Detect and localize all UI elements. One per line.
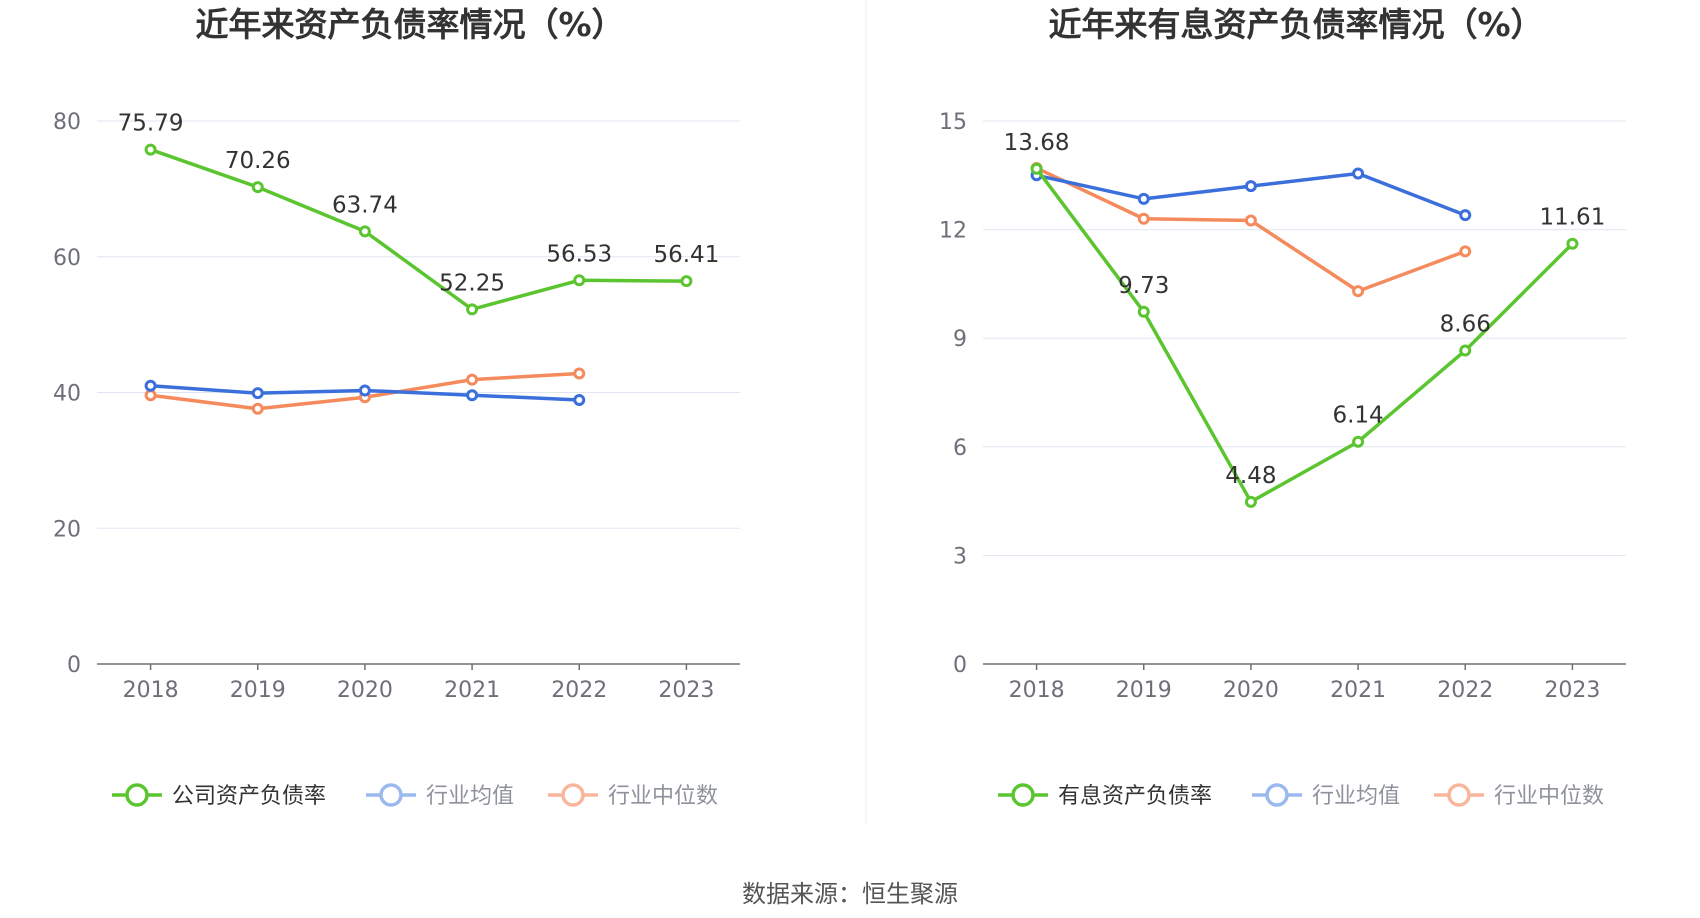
data-point [1137,192,1150,205]
y-tick-label: 80 [53,110,81,135]
data-label: 6.14 [1332,403,1383,429]
data-point [251,181,264,194]
y-tick-label: 0 [67,653,81,678]
x-tick-label: 2019 [230,678,286,703]
legend-item[interactable]: 行业均值 [366,783,514,809]
legend-item[interactable]: 有息资产负债率 [998,783,1212,809]
legend-label: 行业均值 [1312,784,1400,809]
series-line [1035,167,1574,504]
data-point [358,225,371,238]
y-tick-label: 3 [953,544,967,569]
x-tick-label: 2023 [1544,678,1600,703]
legend-item[interactable]: 公司资产负债率 [112,783,326,809]
legend-marker [1265,783,1289,807]
x-tick-label: 2020 [1223,678,1279,703]
legend-marker [379,783,403,807]
data-point [1459,344,1472,357]
x-tick-label: 2021 [444,678,500,703]
legend-marker [1011,783,1035,807]
x-tick-label: 2018 [123,678,179,703]
chart-debt-ratio: 近年来资产负债率情况（%） 0 20 40 60 80 2018 2019 2020 2021 20… [53,5,740,809]
y-tick-label: 12 [939,219,967,244]
data-point [144,379,157,392]
data-point [1244,214,1257,227]
data-point [573,367,586,380]
data-point [1030,162,1043,175]
data-label: 13.68 [1004,130,1070,156]
y-tick-label: 20 [53,517,81,542]
data-label: 63.74 [332,192,398,218]
y-tick-label: 60 [53,246,81,271]
x-tick-label: 2018 [1009,678,1065,703]
legend-label: 行业均值 [426,784,514,809]
data-point [251,402,264,415]
legend-marker [561,783,585,807]
data-point [251,387,264,400]
data-label: 56.53 [546,241,612,267]
data-point [1459,245,1472,258]
x-tick-label: 2020 [337,678,393,703]
chart-title: 近年来资产负债率情况（%） [195,5,624,44]
data-point [1244,180,1257,193]
x-tick-label: 2019 [1116,678,1172,703]
legend-label: 行业中位数 [1494,784,1604,809]
data-point [466,389,479,402]
chart-interest-debt-ratio: 近年来有息资产负债率情况（%） 0 3 6 9 12 15 2018 2019 2020 2021 2… [939,5,1626,809]
y-tick-label: 15 [939,110,967,135]
x-tick-label: 2022 [551,678,607,703]
data-point [1459,209,1472,222]
data-label: 11.61 [1539,205,1605,231]
data-point [1244,495,1257,508]
data-label: 56.41 [653,242,719,268]
data-label: 4.48 [1225,463,1276,489]
legend-label: 行业中位数 [608,784,718,809]
x-tick-label: 2022 [1437,678,1493,703]
data-point [466,373,479,386]
data-point [1352,435,1365,448]
series-line [1036,171,1466,217]
data-point [1566,237,1579,250]
data-point [573,274,586,287]
data-point [358,384,371,397]
data-label: 70.26 [225,148,291,174]
legend-label: 公司资产负债率 [172,784,326,809]
data-point [1137,212,1150,225]
data-label: 75.79 [118,111,184,137]
data-point [144,389,157,402]
data-label: 52.25 [439,270,505,296]
series-line [150,147,687,312]
y-tick-label: 40 [53,382,81,407]
legend-item[interactable]: 行业中位数 [1434,783,1604,809]
data-point [1137,305,1150,318]
y-tick-label: 6 [953,436,967,461]
legend-marker [125,783,149,807]
data-label: 9.73 [1118,273,1169,299]
legend-item[interactable]: 行业中位数 [548,783,718,809]
data-point [466,303,479,316]
y-tick-label: 0 [953,653,967,678]
chart-title: 近年来有息资产负债率情况（%） [1048,5,1543,44]
legend-label: 有息资产负债率 [1058,784,1212,809]
data-point [1352,167,1365,180]
data-point [573,393,586,406]
x-tick-label: 2021 [1330,678,1386,703]
legend-marker [1447,783,1471,807]
x-tick-label: 2023 [658,678,714,703]
legend-item[interactable]: 行业均值 [1252,783,1400,809]
data-point [1352,285,1365,298]
data-label: 8.66 [1440,312,1491,338]
source-note: 数据来源：恒生聚源 [742,880,958,908]
data-point [680,275,693,288]
y-tick-label: 9 [953,327,967,352]
data-point [144,143,157,156]
